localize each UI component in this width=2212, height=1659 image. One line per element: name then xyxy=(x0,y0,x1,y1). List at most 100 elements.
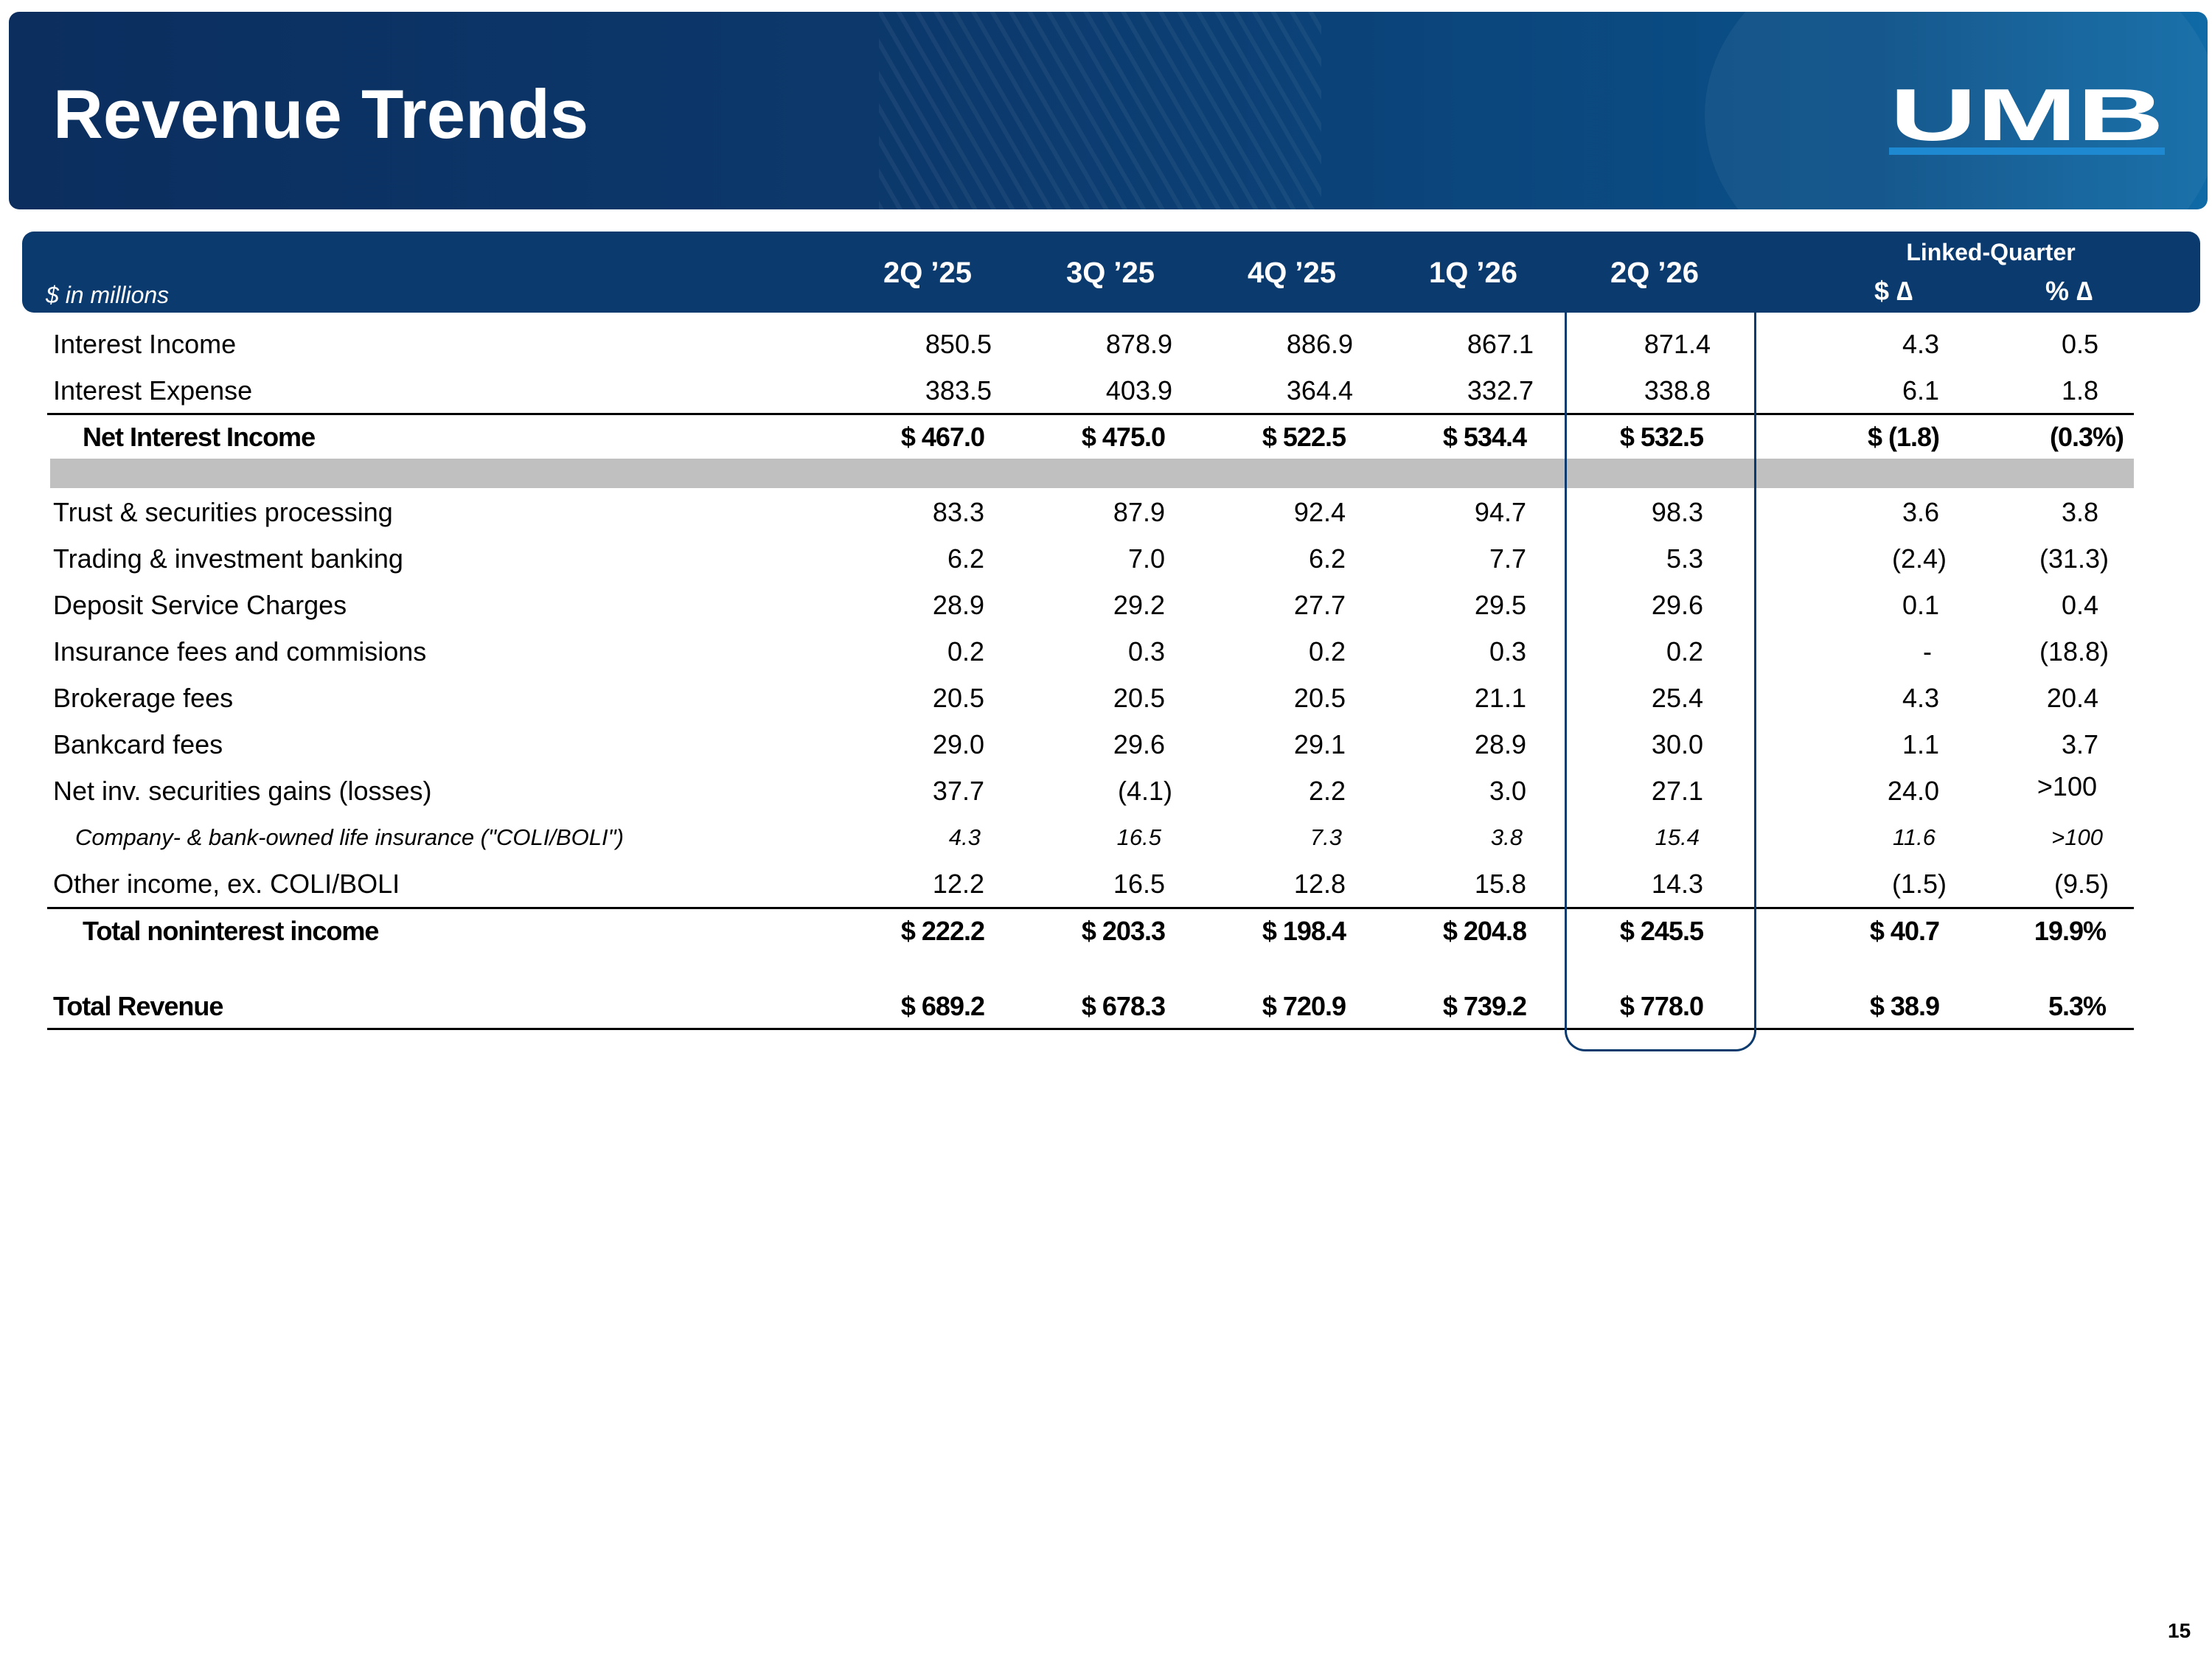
column-header-1q26: 1Q ’26 xyxy=(1428,257,1518,289)
cell-2q25: 0.2 xyxy=(947,636,984,667)
table-row-interest-expense: Interest Expense 383.5 403.9 364.4 332.7… xyxy=(0,368,2212,414)
percent-change-header: % ∆ xyxy=(2045,276,2093,306)
cell-1q26: 3.0 xyxy=(1489,776,1526,806)
cell-dollar-change: 4.3 xyxy=(1902,683,1939,713)
umb-logo: UMB xyxy=(1888,83,2166,155)
row-label: Interest Expense xyxy=(53,375,253,406)
cell-4q25: 12.8 xyxy=(1293,869,1346,899)
cell-2q26: 14.3 xyxy=(1651,869,1703,899)
table-row-coli-boli: Company- & bank-owned life insurance ("C… xyxy=(0,815,2212,860)
cell-1q26: 867.1 xyxy=(1467,329,1534,359)
cell-2q25: 37.7 xyxy=(932,776,984,806)
units-note: $ in millions xyxy=(46,282,170,308)
cell-2q25: $ 222.2 xyxy=(900,916,985,946)
cell-percent-change: 0.5 xyxy=(2061,329,2098,359)
cell-2q26: 5.3 xyxy=(1666,543,1703,574)
cell-3q25: $ 203.3 xyxy=(1081,916,1166,946)
cell-3q25: 29.2 xyxy=(1113,590,1165,620)
table-row-deposit-service: Deposit Service Charges 28.9 29.2 27.7 2… xyxy=(0,582,2212,628)
cell-percent-change: 0.4 xyxy=(2061,590,2098,620)
cell-2q25: 28.9 xyxy=(932,590,984,620)
cell-percent-change: 5.3% xyxy=(2048,991,2107,1021)
dollar-change-header: $ ∆ xyxy=(1874,276,1913,306)
cell-dollar-change: 24.0 xyxy=(1887,776,1939,806)
cell-percent-change: 20.4 xyxy=(2046,683,2098,713)
cell-1q26: 0.3 xyxy=(1489,636,1526,667)
cell-1q26: 94.7 xyxy=(1474,497,1526,527)
cell-2q25: $ 689.2 xyxy=(900,991,985,1021)
table-row-total-revenue: Total Revenue $ 689.2 $ 678.3 $ 720.9 $ … xyxy=(0,984,2212,1029)
linked-quarter-header: Linked-Quarter xyxy=(1906,239,2076,265)
cell-3q25: 29.6 xyxy=(1113,729,1165,759)
cell-2q26: $ 245.5 xyxy=(1619,916,1704,946)
cell-3q25: (4.1) xyxy=(1117,776,1172,806)
section-divider-band xyxy=(50,459,2134,488)
cell-percent-change: 3.7 xyxy=(2061,729,2098,759)
rule-above-net-interest xyxy=(47,413,2134,415)
cell-dollar-change: $ (1.8) xyxy=(1867,422,1940,452)
cell-2q26: 25.4 xyxy=(1651,683,1703,713)
cell-2q26: 15.4 xyxy=(1655,824,1700,850)
row-label: Net Interest Income xyxy=(83,422,316,452)
cell-dollar-change: (2.4) xyxy=(1891,543,1947,574)
row-label: Trust & securities processing xyxy=(53,497,393,527)
cell-1q26: 21.1 xyxy=(1474,683,1526,713)
row-label: Company- & bank-owned life insurance ("C… xyxy=(75,824,624,850)
cell-4q25: 7.3 xyxy=(1310,824,1342,850)
cell-2q26: 871.4 xyxy=(1644,329,1711,359)
cell-dollar-change: 11.6 xyxy=(1892,824,1935,850)
cell-dollar-change: - xyxy=(1923,636,1932,667)
table-row-bankcard-fees: Bankcard fees 29.0 29.6 29.1 28.9 30.0 1… xyxy=(0,722,2212,768)
column-header-4q25: 4Q ’25 xyxy=(1247,257,1337,289)
table-row-securities-gains: Net inv. securities gains (losses) 37.7 … xyxy=(0,768,2212,814)
logo-text: UMB xyxy=(1890,83,2164,155)
page-number: 15 xyxy=(2168,1619,2191,1642)
table-row-interest-income: Interest Income 850.5 878.9 886.9 867.1 … xyxy=(0,321,2212,367)
table-row-net-interest-income: Net Interest Income $ 467.0 $ 475.0 $ 52… xyxy=(0,414,2212,460)
cell-4q25: 6.2 xyxy=(1308,543,1346,574)
row-label: Other income, ex. COLI/BOLI xyxy=(53,869,400,899)
cell-percent-change: >100 xyxy=(2037,771,2097,801)
row-label: Brokerage fees xyxy=(53,683,234,713)
cell-2q26: 27.1 xyxy=(1651,776,1703,806)
cell-1q26: 3.8 xyxy=(1490,824,1523,850)
cell-3q25: 403.9 xyxy=(1105,375,1172,406)
table-row-other-income: Other income, ex. COLI/BOLI 12.2 16.5 12… xyxy=(0,861,2212,907)
cell-2q25: $ 467.0 xyxy=(900,422,985,452)
cell-2q26: 98.3 xyxy=(1651,497,1703,527)
cell-4q25: 29.1 xyxy=(1293,729,1346,759)
cell-percent-change: (9.5) xyxy=(2053,869,2109,899)
cell-dollar-change: 4.3 xyxy=(1902,329,1939,359)
cell-2q25: 29.0 xyxy=(932,729,984,759)
row-label: Total noninterest income xyxy=(83,916,379,946)
row-label: Interest Income xyxy=(53,329,237,359)
column-header-3q25: 3Q ’25 xyxy=(1065,257,1155,289)
cell-4q25: 2.2 xyxy=(1308,776,1346,806)
cell-3q25: 16.5 xyxy=(1116,824,1161,850)
row-label: Bankcard fees xyxy=(53,729,223,759)
cell-2q26: 30.0 xyxy=(1651,729,1703,759)
cell-3q25: $ 475.0 xyxy=(1081,422,1166,452)
banner-arc-decoration xyxy=(1705,12,2208,209)
cell-3q25: 878.9 xyxy=(1105,329,1172,359)
cell-1q26: 15.8 xyxy=(1474,869,1526,899)
cell-2q26: $ 778.0 xyxy=(1619,991,1704,1021)
row-label: Net inv. securities gains (losses) xyxy=(53,776,432,806)
banner-stripe-pattern xyxy=(879,12,1321,209)
cell-1q26: 332.7 xyxy=(1467,375,1534,406)
cell-dollar-change: 1.1 xyxy=(1902,729,1939,759)
row-label: Deposit Service Charges xyxy=(53,590,347,620)
row-label: Total Revenue xyxy=(53,991,223,1021)
cell-dollar-change: 6.1 xyxy=(1902,375,1939,406)
cell-2q25: 383.5 xyxy=(925,375,992,406)
cell-percent-change: >100 xyxy=(2051,824,2103,850)
row-label: Trading & investment banking xyxy=(53,543,403,574)
cell-2q25: 850.5 xyxy=(925,329,992,359)
table-row-trading-banking: Trading & investment banking 6.2 7.0 6.2… xyxy=(0,536,2212,582)
rule-below-total-revenue xyxy=(47,1028,2134,1030)
cell-4q25: 0.2 xyxy=(1308,636,1346,667)
cell-2q25: 6.2 xyxy=(947,543,984,574)
cell-3q25: 0.3 xyxy=(1127,636,1165,667)
cell-4q25: 20.5 xyxy=(1293,683,1346,713)
cell-4q25: $ 720.9 xyxy=(1262,991,1346,1021)
